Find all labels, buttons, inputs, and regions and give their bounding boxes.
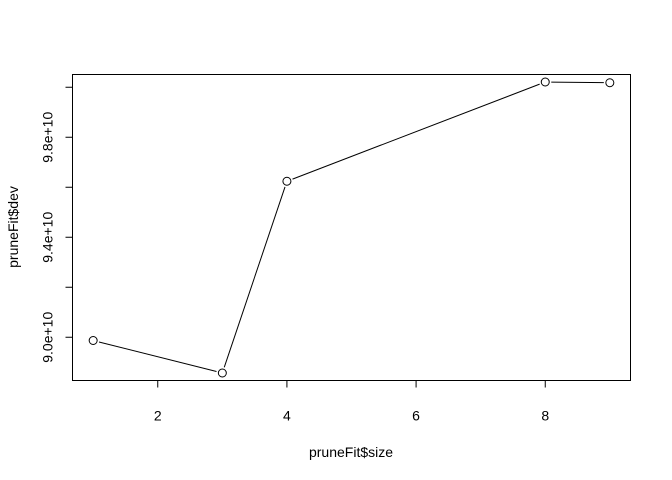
data-point (540, 77, 550, 87)
data-series (88, 77, 615, 378)
series-segment (223, 186, 286, 368)
x-axis-title: pruneFit$size (309, 444, 393, 460)
x-axis: 2 4 6 8 (154, 380, 549, 424)
x-tick-label: 8 (541, 408, 549, 424)
data-point (605, 78, 615, 88)
y-tick-label: 9.8e+10 (40, 112, 56, 163)
y-tick-label: 9.0e+10 (40, 312, 56, 363)
y-axis-title: pruneFit$dev (5, 186, 21, 268)
data-point (282, 176, 292, 186)
x-tick-label: 2 (154, 408, 162, 424)
data-point (88, 336, 98, 345)
x-tick-label: 4 (283, 408, 291, 424)
series-segment (292, 83, 540, 180)
plot-frame (72, 74, 631, 381)
y-axis: 9.0e+10 9.4e+10 9.8e+10 (40, 86, 73, 363)
y-tick-label: 9.4e+10 (40, 212, 56, 263)
series-segment (98, 341, 217, 373)
series-segment (551, 81, 604, 84)
x-tick-label: 6 (412, 408, 420, 424)
data-point (217, 368, 227, 378)
